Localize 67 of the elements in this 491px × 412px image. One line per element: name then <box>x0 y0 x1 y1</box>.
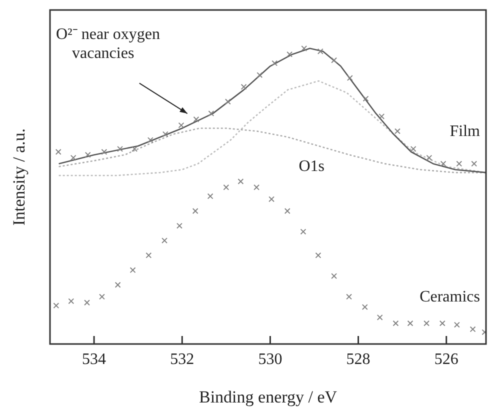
annotation: O1s <box>298 158 324 176</box>
point <box>346 294 352 300</box>
point <box>362 96 369 102</box>
x-tick-label: 530 <box>258 350 282 368</box>
point <box>471 160 478 167</box>
point <box>454 322 460 328</box>
x-tick-label: 526 <box>434 350 458 368</box>
point <box>98 294 105 300</box>
point <box>394 128 400 134</box>
point <box>317 48 324 54</box>
point <box>300 228 306 235</box>
point <box>407 320 414 326</box>
point <box>101 148 108 155</box>
point <box>346 75 353 81</box>
point <box>470 326 476 332</box>
point <box>146 252 152 258</box>
point <box>70 154 76 161</box>
point <box>162 238 168 244</box>
point <box>426 154 432 161</box>
point <box>286 51 293 58</box>
point <box>224 98 231 105</box>
point <box>114 282 121 288</box>
point <box>53 302 60 309</box>
point <box>240 84 247 90</box>
x-tick-label: 534 <box>82 350 106 368</box>
point <box>130 267 136 274</box>
point <box>301 45 308 52</box>
point <box>378 113 385 120</box>
series-label: Film <box>450 122 481 140</box>
series-label: Ceramics <box>420 288 480 306</box>
x-axis-title: Binding energy / eV <box>198 387 338 406</box>
point <box>254 184 260 190</box>
point <box>238 178 244 184</box>
point <box>68 298 74 304</box>
point <box>162 131 168 138</box>
point <box>132 146 138 152</box>
point <box>193 116 200 122</box>
point <box>84 152 91 158</box>
annotation: O²⁻ near oxygen vacancies <box>56 26 160 62</box>
point <box>178 122 184 128</box>
point <box>315 252 322 258</box>
point <box>439 320 446 326</box>
point <box>272 60 278 66</box>
point <box>424 320 430 326</box>
point <box>268 196 274 202</box>
point <box>362 304 368 310</box>
point <box>192 208 198 214</box>
point <box>223 184 230 190</box>
point <box>208 110 214 116</box>
x-tick-label: 528 <box>346 350 370 368</box>
point <box>147 137 154 144</box>
point <box>331 57 338 64</box>
point <box>284 208 290 214</box>
point <box>207 193 214 200</box>
point <box>392 320 399 326</box>
point <box>376 314 383 320</box>
point <box>440 160 446 167</box>
point <box>84 300 90 306</box>
y-axis-title: Intensity / a.u. <box>9 128 28 226</box>
point <box>55 148 62 155</box>
point <box>176 222 182 229</box>
point <box>410 146 416 152</box>
point <box>117 146 123 152</box>
x-tick-label: 532 <box>170 350 194 368</box>
point <box>456 160 462 167</box>
point <box>331 273 338 279</box>
point <box>256 72 263 78</box>
